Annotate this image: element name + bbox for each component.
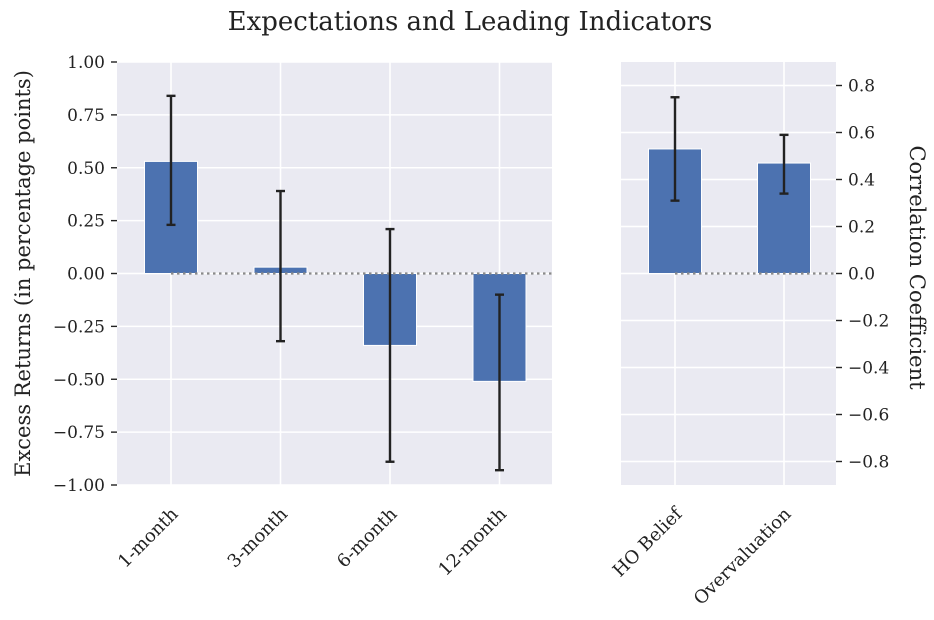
y-tick-label: 0.2 [848, 218, 875, 238]
error-bar-12-month [495, 293, 504, 472]
y-axis-label: Excess Returns (in percentage points) [11, 70, 35, 477]
y-tick-label: 0.4 [848, 171, 875, 191]
x-tick-label: 12-month [434, 503, 511, 580]
chart-panel-2: 0.8 0.6 0.4 0.2 0.0 −0.2 −0.4 −0.6 −0.8 HO Belief… [609, 62, 929, 609]
error-bar-6-month [385, 227, 395, 463]
error-bar-1-month [166, 94, 176, 227]
y-tick-label: 1.00 [67, 53, 105, 73]
y-tick-label: 0.6 [848, 124, 875, 144]
y-tick-label: −0.2 [848, 312, 889, 332]
error-bar-ho-belief [670, 96, 680, 202]
y-tick-label: 0.50 [67, 159, 105, 179]
y-tick-label: −0.8 [848, 453, 889, 473]
y-tick-label: −0.50 [53, 370, 105, 390]
x-tick-label: Overvaluation [690, 503, 796, 609]
x-tick-label: 6-month [333, 503, 402, 572]
y-tick-label: 0.0 [848, 265, 875, 285]
y-tick-label: 0.25 [67, 212, 105, 232]
x-tick-label: HO Belief [609, 503, 688, 582]
y-tick-label: −0.25 [53, 317, 105, 337]
y-tick-label: −1.00 [53, 476, 105, 496]
error-bar-3-month [276, 189, 285, 343]
y-tick-label: 0.00 [67, 265, 105, 285]
error-bar-overvaluation [779, 133, 789, 195]
y-tick-label: −0.75 [53, 423, 105, 443]
y-axis-label: Correlation Coefficient [905, 145, 929, 390]
chart-panel-1: 1.00 0.75 0.50 0.25 0.00 −0.25 −0.50 −0.75 −1.00… [11, 53, 552, 580]
x-tick-label: 1-month [114, 503, 183, 572]
y-tick-label: 0.75 [67, 106, 105, 126]
chart-title: Expectations and Leading Indicators [228, 7, 713, 37]
y-tick-label: 0.8 [848, 77, 875, 97]
y-tick-label: −0.4 [848, 359, 889, 379]
x-tick-label: 3-month [224, 503, 293, 572]
y-tick-label: −0.6 [848, 406, 889, 426]
